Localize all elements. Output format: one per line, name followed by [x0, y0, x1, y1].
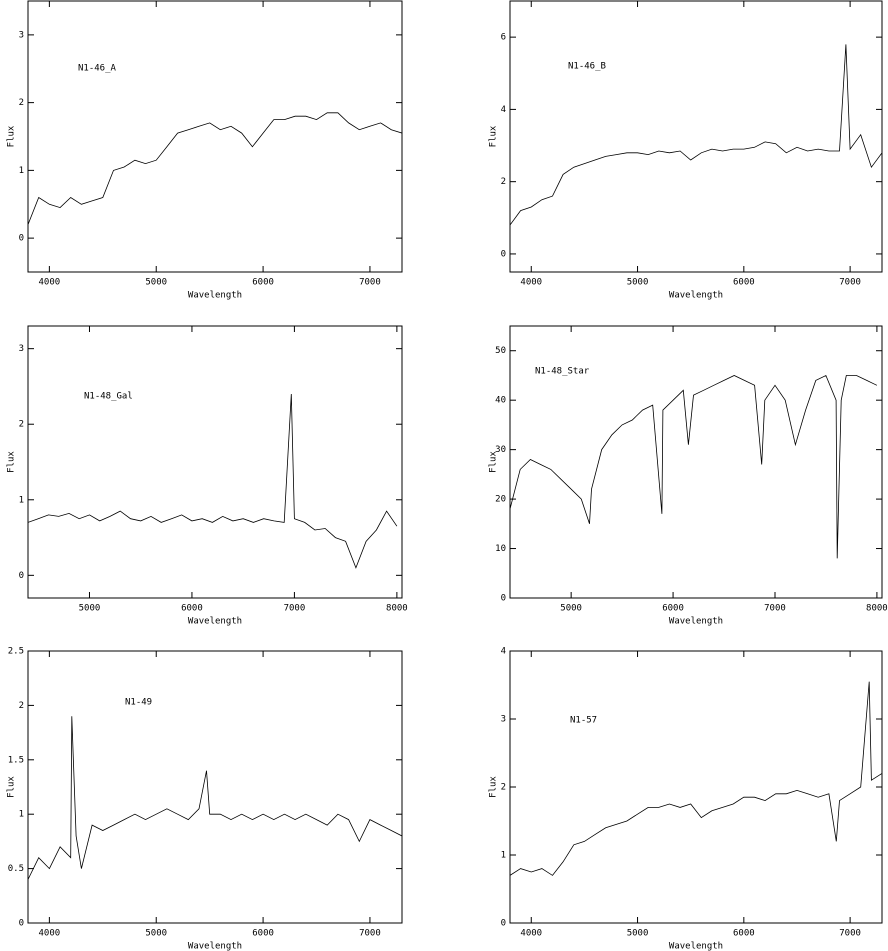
plot-frame	[509, 325, 883, 599]
x-axis-label: Wavelength	[188, 617, 242, 627]
y-tick-label: 3	[19, 344, 24, 354]
y-tick-label: 1	[19, 166, 24, 176]
plot-frame	[27, 0, 403, 273]
y-tick-label: 40	[495, 396, 506, 406]
y-axis-label: Flux	[489, 451, 499, 473]
x-tick-label: 5000	[145, 929, 167, 939]
annotation: N1-57	[570, 716, 597, 726]
y-tick-label: 20	[495, 495, 506, 505]
plot-frame	[27, 650, 403, 924]
plot-frame	[509, 650, 883, 924]
y-axis-label: Flux	[7, 451, 17, 473]
x-tick-label: 6000	[181, 604, 203, 614]
spectrum-line	[510, 44, 882, 226]
x-axis-label: Wavelength	[669, 617, 723, 627]
annotation: N1-46_A	[78, 64, 117, 74]
y-axis-label: Flux	[489, 125, 499, 147]
y-tick-label: 3	[501, 715, 506, 725]
annotation: N1-48_Gal	[84, 392, 133, 402]
x-tick-label: 6000	[252, 929, 274, 939]
y-tick-label: 3	[19, 30, 24, 40]
x-tick-label: 7000	[839, 929, 861, 939]
x-tick-label: 4000	[39, 929, 61, 939]
y-tick-label: 1	[501, 851, 506, 861]
spectrum-line	[510, 681, 882, 876]
y-tick-label: 1.5	[8, 755, 24, 765]
y-tick-label: 0	[19, 571, 24, 581]
x-axis-label: Wavelength	[669, 291, 723, 301]
x-tick-label: 7000	[764, 604, 786, 614]
y-tick-label: 2	[501, 783, 506, 793]
x-tick-label: 8000	[866, 604, 888, 614]
x-axis-label: Wavelength	[669, 942, 723, 951]
y-tick-label: 4	[501, 647, 506, 657]
y-tick-label: 2.5	[8, 647, 24, 657]
plot-frame	[27, 325, 403, 599]
annotation: N1-49	[125, 698, 152, 708]
spectrum-line	[28, 393, 398, 569]
y-tick-label: 1	[19, 810, 24, 820]
spectrum-line	[28, 112, 402, 225]
y-tick-label: 1	[19, 495, 24, 505]
x-tick-label: 4000	[520, 278, 542, 288]
x-tick-label: 7000	[839, 278, 861, 288]
annotation: N1-46_B	[568, 62, 606, 72]
y-tick-label: 2	[501, 177, 506, 187]
y-axis-label: Flux	[489, 776, 499, 798]
y-tick-label: 10	[495, 544, 506, 554]
y-tick-label: 2	[19, 701, 24, 711]
y-tick-label: 4	[501, 105, 506, 115]
spectrum-line	[28, 716, 402, 880]
x-axis-label: Wavelength	[188, 291, 242, 301]
spectrum-line	[510, 374, 878, 559]
x-tick-label: 6000	[733, 929, 755, 939]
x-tick-label: 6000	[252, 278, 274, 288]
x-tick-label: 8000	[386, 604, 408, 614]
x-tick-label: 7000	[284, 604, 306, 614]
x-tick-label: 5000	[627, 929, 649, 939]
y-tick-label: 0	[501, 919, 506, 929]
x-tick-label: 4000	[520, 929, 542, 939]
y-tick-label: 6	[501, 33, 506, 43]
x-axis-label: Wavelength	[188, 942, 242, 951]
x-tick-label: 4000	[39, 278, 61, 288]
y-tick-label: 0	[501, 249, 506, 259]
x-tick-label: 5000	[627, 278, 649, 288]
y-tick-label: 2	[19, 98, 24, 108]
y-tick-label: 50	[495, 346, 506, 356]
x-tick-label: 7000	[359, 278, 381, 288]
annotation: N1-48_Star	[535, 367, 590, 377]
y-tick-label: 0	[19, 919, 24, 929]
x-tick-label: 7000	[359, 929, 381, 939]
x-tick-label: 6000	[733, 278, 755, 288]
y-tick-label: 0	[19, 234, 24, 244]
x-tick-label: 5000	[145, 278, 167, 288]
x-tick-label: 6000	[662, 604, 684, 614]
y-tick-label: 2	[19, 420, 24, 430]
x-tick-label: 5000	[560, 604, 582, 614]
plot-frame	[509, 0, 883, 273]
x-tick-label: 5000	[79, 604, 101, 614]
y-tick-label: 30	[495, 445, 506, 455]
y-axis-label: Flux	[7, 776, 17, 798]
y-axis-label: Flux	[7, 125, 17, 147]
y-tick-label: 0.5	[8, 864, 24, 874]
y-tick-label: 0	[501, 594, 506, 604]
